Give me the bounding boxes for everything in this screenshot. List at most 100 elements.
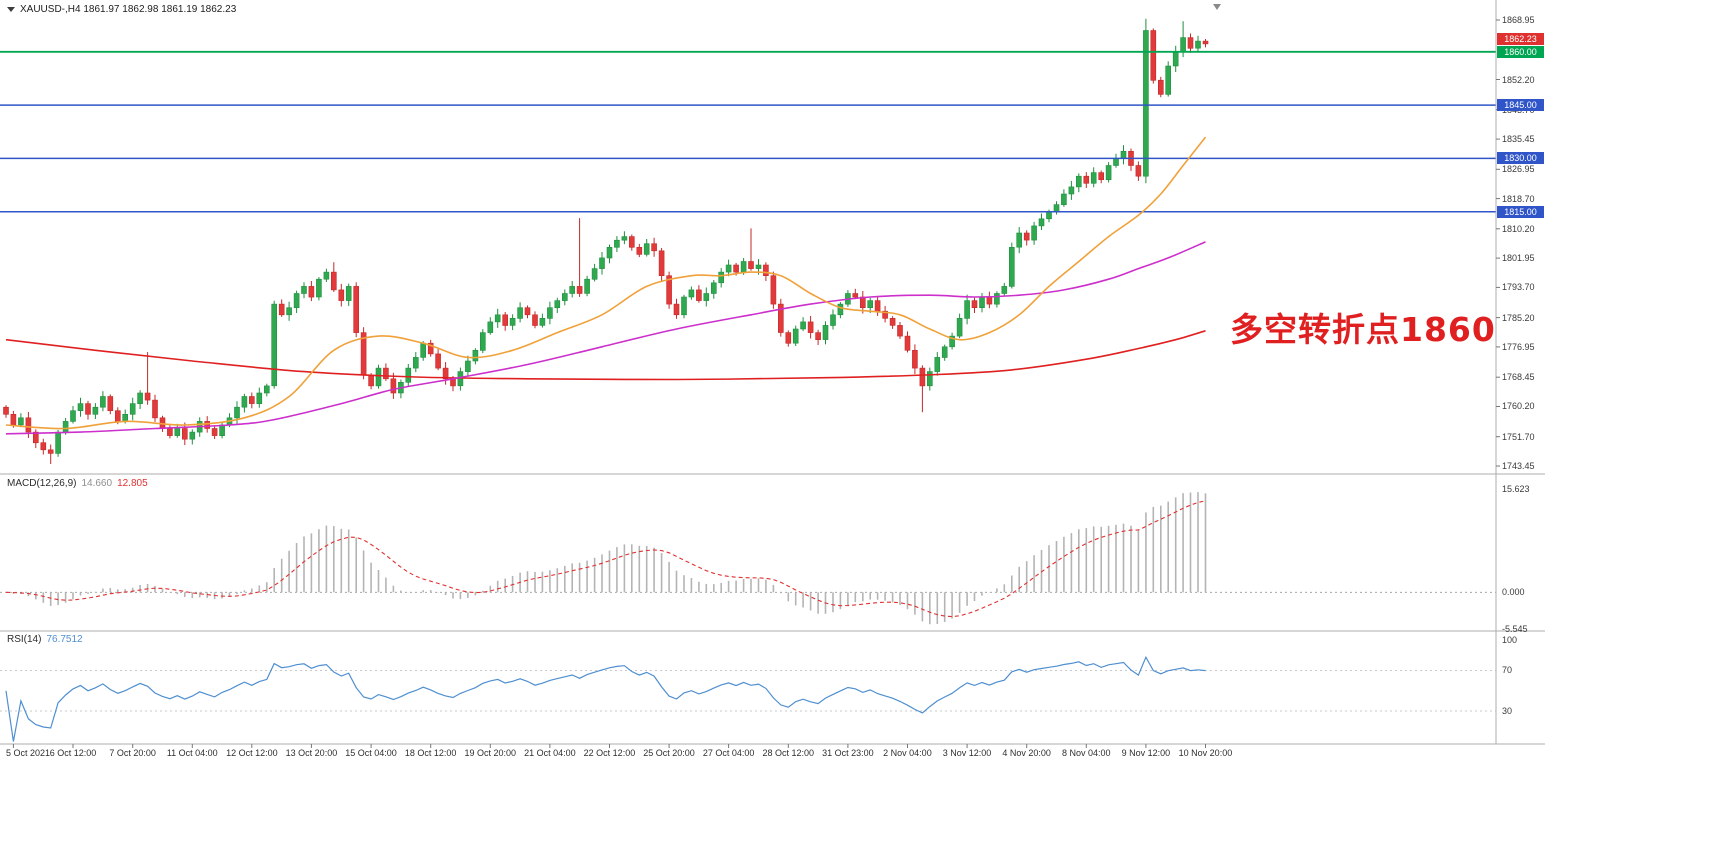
candle-body — [427, 342, 434, 355]
candle-body — [740, 261, 747, 273]
candle-body — [1068, 186, 1075, 195]
candle-body — [561, 293, 568, 301]
candles-layer — [3, 18, 1209, 464]
price-tick-label: 1810.20 — [1502, 223, 1535, 234]
candle-body — [710, 282, 717, 294]
time-axis-label: 5 Oct 2021 — [5, 748, 51, 758]
candle-body — [651, 243, 657, 252]
rsi-name: RSI(14) — [7, 634, 42, 645]
price-tick-label: 1743.45 — [1502, 461, 1535, 471]
candle-body — [32, 431, 39, 444]
candle-body — [204, 421, 210, 429]
candle-body — [249, 396, 255, 404]
ma-mid-line — [5, 241, 1206, 435]
candle-body — [882, 310, 888, 319]
time-axis-label: 27 Oct 04:00 — [702, 748, 755, 758]
time-axis-label: 11 Oct 04:00 — [166, 748, 218, 758]
candle-body — [70, 410, 76, 422]
candle-body — [390, 378, 397, 394]
chart-frame — [0, 0, 1545, 748]
price-tick-label: 1760.20 — [1502, 401, 1535, 412]
macd-indicator-label: MACD(12,26,9) 14.660 12.805 — [7, 478, 153, 489]
candle-body — [375, 367, 382, 387]
candle-body — [636, 247, 643, 255]
price-tick-label: 1852.20 — [1502, 74, 1535, 85]
candle-body — [673, 303, 680, 316]
candle-body — [547, 307, 553, 319]
candle-body — [271, 303, 278, 387]
candle-body — [345, 286, 352, 301]
macd-scale-label: 15.623 — [1502, 484, 1530, 494]
candle-body — [837, 303, 844, 316]
candle-body — [293, 293, 300, 308]
candle-body — [338, 289, 345, 301]
candle-body — [256, 392, 263, 404]
candle-body — [807, 321, 814, 333]
candle-body — [1053, 204, 1060, 213]
candle-body — [584, 278, 590, 294]
candle-body — [554, 300, 561, 309]
candle-body — [822, 325, 829, 340]
candle-body — [941, 346, 948, 358]
annotation-text[interactable]: 多空转折点1860 — [1230, 310, 1496, 349]
candle-body — [830, 314, 836, 326]
rsi-scale-label: 30 — [1502, 706, 1513, 717]
time-scale[interactable]: 5 Oct 2021 6 Oct 12:00 7 Oct 20:00 11 Oct 0… — [0, 744, 1545, 766]
candle-body — [852, 293, 859, 298]
candle-body — [435, 353, 441, 369]
price-scale[interactable]: 1868.951852.201843.701835.451826.951818.… — [1496, 0, 1545, 744]
chart-canvas[interactable] — [0, 0, 1545, 766]
candle-body — [777, 303, 784, 333]
candle-body — [1046, 211, 1052, 220]
candle-body — [502, 314, 509, 326]
time-axis-label: 9 Nov 12:00 — [1121, 748, 1171, 758]
candle-body — [234, 406, 240, 419]
trading-chart-window: XAUUSD-,H4 1861.97 1862.98 1861.19 1862.… — [0, 0, 1545, 766]
macd-name: MACD(12,26,9) — [7, 478, 77, 489]
price-tick-label: 1868.95 — [1502, 15, 1535, 25]
price-badge-1860.00: 1860.00 — [1497, 45, 1544, 58]
rsi-scale-label: 70 — [1502, 665, 1513, 676]
chart-shift-marker[interactable] — [1213, 4, 1221, 10]
candle-body — [472, 349, 479, 362]
candle-body — [316, 278, 322, 298]
candle-body — [599, 257, 605, 269]
price-tick-label: 1818.70 — [1502, 193, 1535, 204]
time-axis-label: 7 Oct 20:00 — [109, 748, 156, 758]
rsi-layer — [0, 655, 1496, 742]
macd-signal-line — [5, 500, 1206, 618]
price-tick-label: 1826.95 — [1502, 164, 1535, 175]
macd-scale-label: -5.545 — [1502, 624, 1528, 634]
candle-body — [189, 431, 196, 440]
candle-body — [792, 328, 799, 344]
candle-body — [1061, 193, 1067, 205]
candle-body — [1001, 286, 1008, 294]
symbol-ohlc-text: XAUUSD-,H4 1861.97 1862.98 1861.19 1862.… — [20, 4, 237, 15]
candle-body — [167, 428, 173, 436]
time-axis-label: 3 Nov 12:00 — [942, 748, 992, 758]
candle-body — [412, 357, 419, 369]
candle-body — [1090, 172, 1097, 184]
candle-body — [1023, 232, 1030, 241]
candle-body — [137, 392, 143, 404]
candle-body — [1105, 165, 1112, 180]
symbol-dropdown-icon[interactable] — [7, 7, 15, 12]
price-tick-label: 1793.70 — [1502, 282, 1535, 293]
candle-body — [748, 261, 754, 269]
candle-body — [539, 317, 546, 326]
time-axis-label: 19 Oct 20:00 — [464, 748, 517, 758]
candle-body — [524, 307, 531, 316]
candle-body — [934, 357, 941, 372]
candle-body — [241, 396, 248, 408]
candle-body — [1135, 165, 1142, 177]
candle-body — [55, 431, 61, 454]
candle-body — [301, 286, 307, 294]
time-axis-label: 28 Oct 12:00 — [762, 748, 815, 758]
candle-body — [889, 317, 896, 326]
candle-body — [979, 296, 985, 308]
candle-body — [1172, 51, 1179, 67]
macd-main-value: 14.660 — [81, 478, 113, 489]
candle-body — [733, 264, 739, 273]
candle-body — [517, 307, 523, 319]
